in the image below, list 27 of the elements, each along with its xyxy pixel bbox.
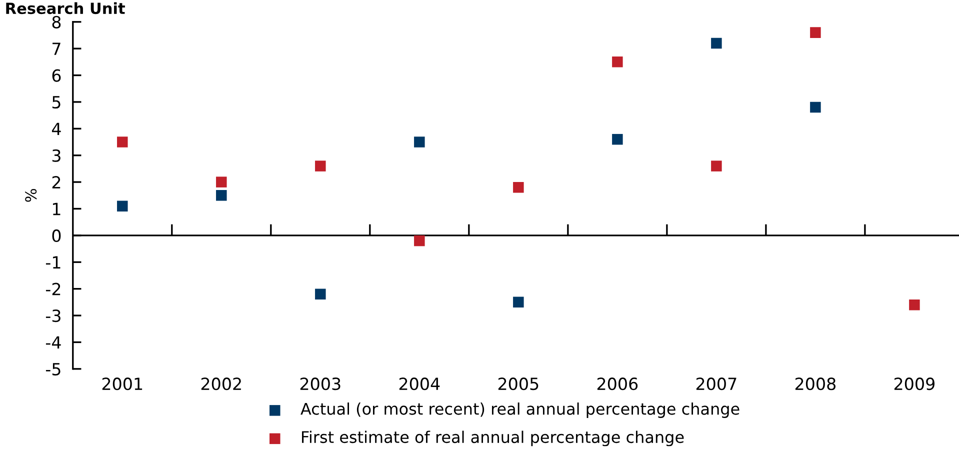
- y-tick-label: 4: [52, 122, 61, 135]
- x-tick-label: 2002: [201, 378, 241, 390]
- y-tick-label: 6: [52, 69, 61, 82]
- x-tick-label: 2004: [399, 378, 440, 390]
- y-tick-label: 0: [52, 229, 61, 242]
- y-tick-label: -2: [46, 282, 60, 296]
- y-tick-label: -3: [46, 309, 60, 322]
- x-tick-label: 2007: [696, 378, 736, 390]
- x-tick-label: 2009: [894, 378, 934, 390]
- x-tick-label: 2003: [300, 378, 340, 390]
- y-tick-label: 5: [52, 96, 60, 109]
- y-axis-title: %: [25, 188, 37, 202]
- x-tick-label: 2001: [102, 378, 142, 390]
- x-tick-label: 2008: [795, 378, 836, 390]
- x-tick-label: 2005: [498, 378, 538, 390]
- legend-label: First estimate of real annual percentage change: [302, 430, 684, 446]
- x-tick-label: 2006: [597, 378, 638, 390]
- y-tick-label: -5: [46, 363, 60, 376]
- y-tick-label: 8: [52, 16, 61, 28]
- y-tick-label: 1: [53, 202, 60, 216]
- y-tick-label: 7: [52, 42, 60, 55]
- y-tick-label: 2: [52, 176, 60, 188]
- y-tick-label: -1: [46, 256, 60, 268]
- y-tick-label: -4: [46, 336, 61, 349]
- chart-title: Research Unit: [6, 2, 125, 14]
- y-tick-label: 3: [52, 149, 60, 162]
- legend-label: Actual (or most recent) real annual percentage change: [300, 402, 740, 418]
